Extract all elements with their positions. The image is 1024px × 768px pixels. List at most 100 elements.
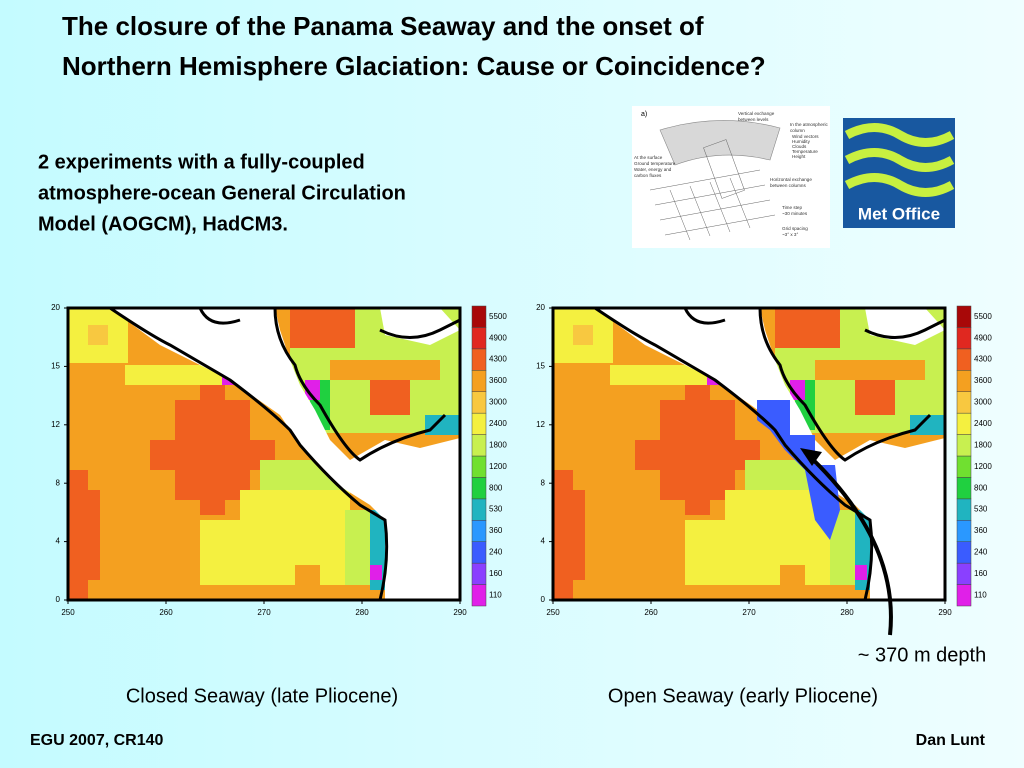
schematic-label: Ground temperature <box>634 161 676 166</box>
colorbar-label: 240 <box>974 548 988 557</box>
colorbar-swatch <box>471 477 487 500</box>
land <box>595 308 945 600</box>
map-region <box>295 565 320 585</box>
colorbar-swatch <box>956 455 972 478</box>
colorbar-swatch <box>956 412 972 435</box>
colorbar-label: 360 <box>489 526 503 535</box>
map-region <box>855 565 867 580</box>
intro-line: 2 experiments with a fully-coupled <box>38 151 365 173</box>
colorbar-label: 110 <box>974 590 987 599</box>
colorbar-swatch <box>956 520 972 542</box>
intro-line: atmosphere-ocean General Circulation <box>38 182 406 204</box>
colorbar-label: 800 <box>974 483 988 492</box>
map-region <box>790 380 805 400</box>
y-tick-label: 15 <box>536 362 545 371</box>
colorbar-swatch <box>956 477 972 500</box>
schematic-label: column <box>790 128 805 133</box>
land <box>110 308 460 600</box>
map-region <box>200 385 225 515</box>
y-tick-label: 20 <box>536 303 545 312</box>
y-tick-label: 12 <box>536 420 545 429</box>
schematic-label: Horizontal exchange <box>770 177 812 182</box>
colorbar-swatch <box>956 305 972 328</box>
schematic-label: between columns <box>770 183 806 188</box>
title-line: The closure of the Panama Seaway and the… <box>62 11 704 41</box>
colorbar-swatch <box>471 584 487 607</box>
colorbar-swatch <box>956 434 972 457</box>
colorbar-label: 1200 <box>974 462 992 471</box>
colorbar-swatch <box>956 370 972 392</box>
schematic-label: Temperature <box>792 149 818 154</box>
x-tick-label: 250 <box>546 608 560 617</box>
colorbar-swatch <box>471 520 487 542</box>
colorbar-label: 4900 <box>974 333 992 342</box>
colorbar-swatch <box>471 455 487 478</box>
colorbar-swatch <box>956 327 972 350</box>
map-region <box>68 490 100 580</box>
schematic-label: Wind vectors <box>792 134 819 139</box>
footer-left: EGU 2007, CR140 <box>30 732 164 749</box>
schematic-label: ~30 minutes <box>782 211 808 216</box>
map-region <box>573 325 593 345</box>
logo-waves <box>844 123 955 197</box>
colorbar-label: 110 <box>489 590 502 599</box>
map-region <box>125 365 225 385</box>
land <box>200 308 240 330</box>
x-tick-label: 260 <box>159 608 173 617</box>
footer-right: Dan Lunt <box>916 732 986 749</box>
colorbar-label: 160 <box>489 569 503 578</box>
map-region <box>345 510 370 585</box>
logo-text: Met Office <box>858 204 940 223</box>
colorbar-swatch <box>471 327 487 350</box>
colorbar-label: 3600 <box>974 376 992 385</box>
coastline <box>109 306 461 601</box>
map-caption: Closed Seaway (late Pliocene) <box>126 685 398 707</box>
map-region <box>610 365 710 385</box>
title-line: Northern Hemisphere Glaciation: Cause or… <box>62 51 766 81</box>
x-tick-label: 280 <box>840 608 854 617</box>
schematic-label: In the atmospheric <box>790 122 828 127</box>
y-tick-label: 0 <box>541 595 546 604</box>
schematic-label: carbon fluxes <box>634 173 662 178</box>
map-region <box>685 385 710 515</box>
colorbar-swatch <box>471 541 487 564</box>
colorbar-label: 360 <box>974 526 988 535</box>
y-tick-label: 4 <box>56 537 61 546</box>
y-tick-label: 20 <box>51 303 60 312</box>
y-tick-label: 15 <box>51 362 60 371</box>
x-tick-label: 280 <box>355 608 369 617</box>
colorbar-label: 3000 <box>974 398 992 407</box>
colorbar-label: 800 <box>489 483 503 492</box>
colorbar-swatch <box>956 498 972 521</box>
map-region <box>775 308 840 348</box>
x-tick-label: 270 <box>742 608 756 617</box>
colorbar-label: 530 <box>489 505 503 514</box>
colorbar-label: 530 <box>974 505 988 514</box>
colorbar-label: 160 <box>974 569 988 578</box>
map-region <box>425 415 460 435</box>
colorbar-swatch <box>471 562 487 585</box>
colorbar-label: 1800 <box>974 440 992 449</box>
colorbar-label: 4900 <box>489 333 507 342</box>
map-caption: Open Seaway (early Pliocene) <box>608 685 878 707</box>
map-region <box>370 565 382 580</box>
schematic-label: Grid spacing <box>782 226 808 231</box>
map-region <box>305 380 320 400</box>
schematic-label: between levels <box>738 117 769 122</box>
schematic-label: Water, energy and <box>634 167 672 172</box>
colorbar-swatch <box>471 348 487 371</box>
colorbar-swatch <box>471 434 487 457</box>
schematic-grid <box>649 139 776 241</box>
schematic-label: Vertical exchange <box>738 111 775 116</box>
colorbar-label: 2400 <box>974 419 992 428</box>
x-tick-label: 260 <box>644 608 658 617</box>
x-tick-label: 290 <box>453 608 467 617</box>
schematic-label: At the surface <box>634 155 663 160</box>
schematic-label: ~3° x 3° <box>782 232 798 237</box>
colorbar-swatch <box>471 498 487 521</box>
colorbar-label: 1200 <box>489 462 507 471</box>
colorbar-swatch <box>956 541 972 564</box>
schematic-label: Height <box>792 154 806 159</box>
